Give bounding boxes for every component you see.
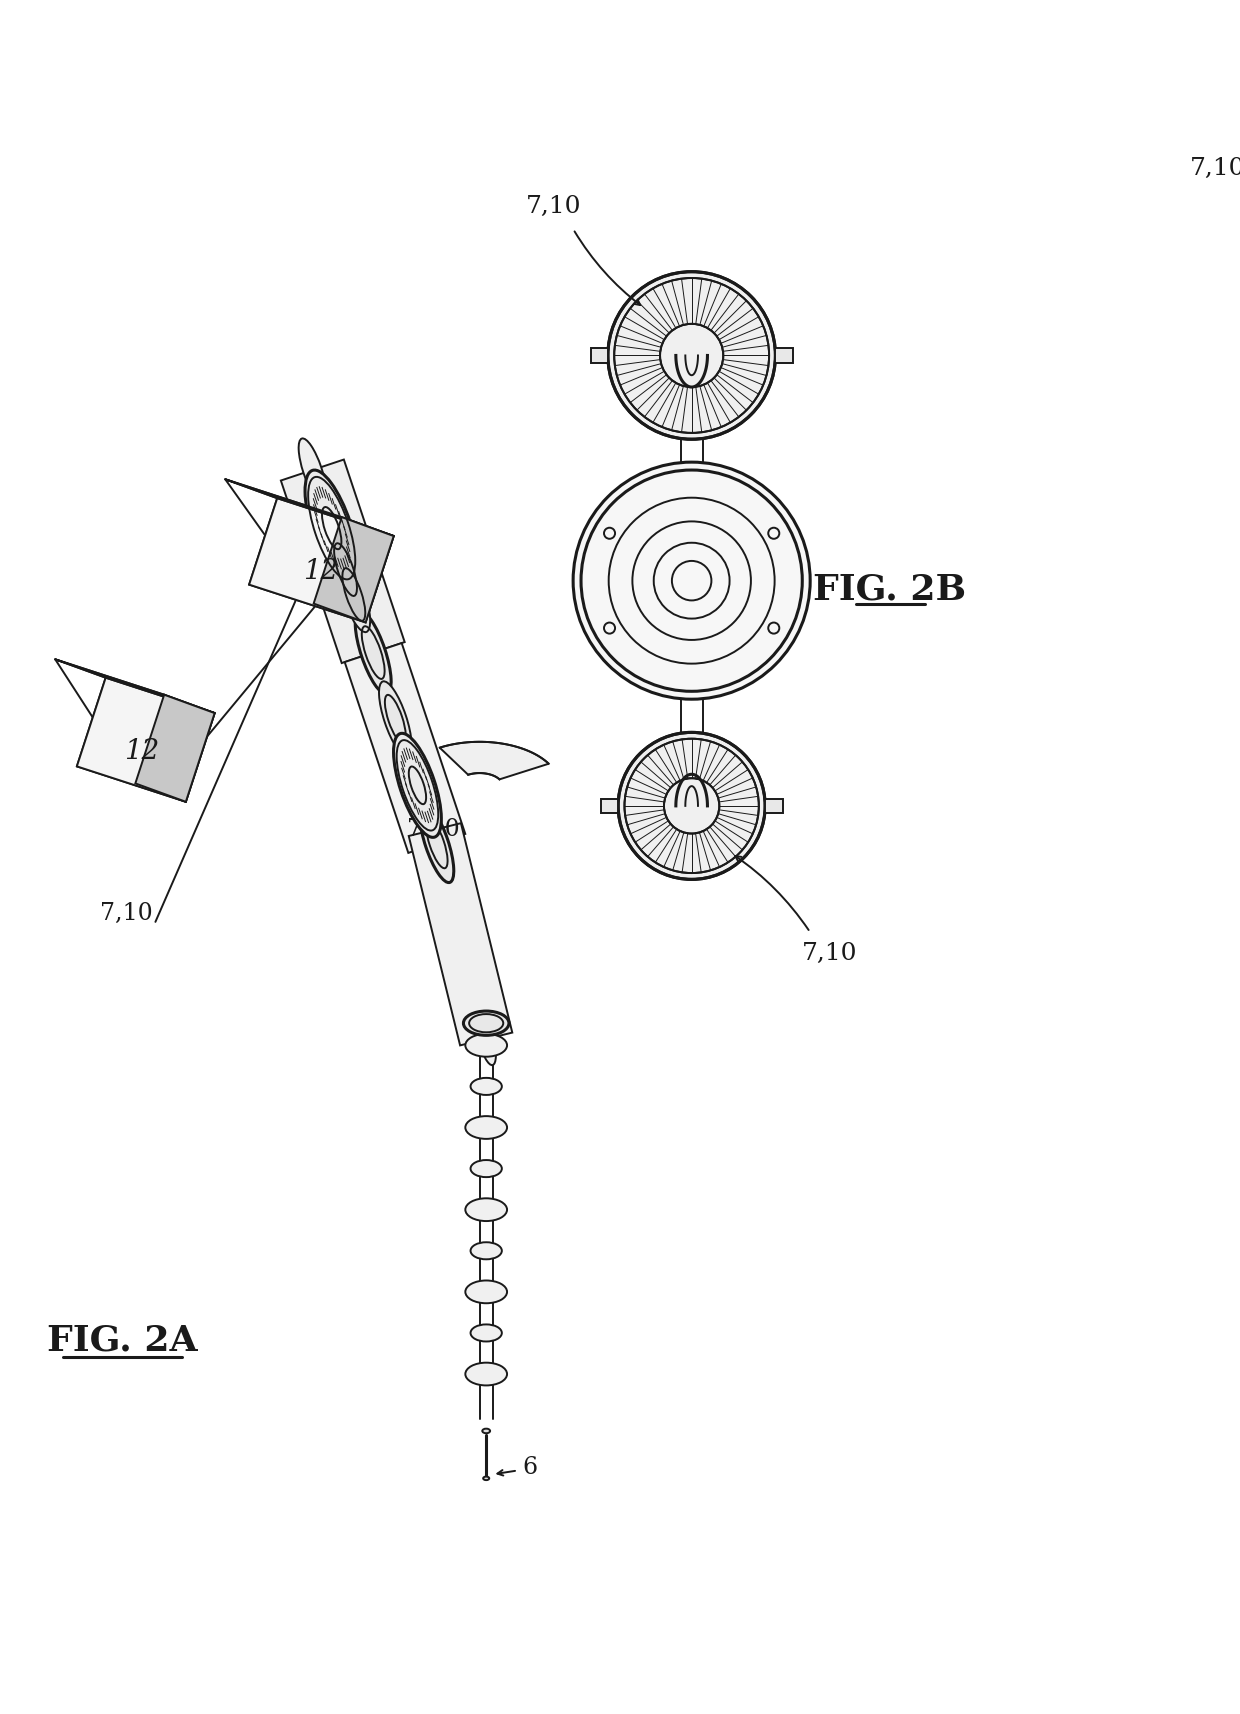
Circle shape [573, 463, 810, 699]
Ellipse shape [465, 1116, 507, 1140]
Ellipse shape [470, 1160, 502, 1178]
Polygon shape [226, 480, 394, 536]
Polygon shape [56, 660, 215, 713]
Text: FIG. 2A: FIG. 2A [47, 1323, 198, 1356]
Ellipse shape [470, 1243, 502, 1260]
Ellipse shape [484, 1477, 490, 1481]
Polygon shape [409, 824, 512, 1046]
Ellipse shape [465, 1198, 507, 1222]
Circle shape [619, 734, 765, 879]
Polygon shape [590, 350, 608, 363]
Ellipse shape [420, 806, 454, 883]
Ellipse shape [465, 1280, 507, 1303]
Text: 6: 6 [522, 1455, 537, 1477]
Ellipse shape [465, 1363, 507, 1385]
Ellipse shape [355, 612, 391, 694]
Circle shape [608, 273, 775, 440]
Text: 7,10: 7,10 [802, 941, 858, 963]
Text: 12: 12 [124, 737, 160, 764]
Ellipse shape [476, 1013, 496, 1066]
Ellipse shape [465, 1034, 507, 1058]
Ellipse shape [361, 624, 386, 682]
Ellipse shape [470, 1078, 502, 1095]
Ellipse shape [424, 816, 449, 872]
Polygon shape [249, 499, 394, 624]
Ellipse shape [482, 1429, 490, 1433]
Ellipse shape [360, 622, 387, 686]
Polygon shape [135, 696, 215, 802]
Ellipse shape [393, 734, 441, 838]
Ellipse shape [470, 1325, 502, 1342]
Text: 7,10: 7,10 [407, 818, 460, 842]
Ellipse shape [305, 471, 358, 586]
Ellipse shape [330, 533, 362, 608]
Polygon shape [600, 799, 619, 814]
Text: 7,10: 7,10 [526, 195, 582, 218]
Polygon shape [765, 799, 782, 814]
Polygon shape [440, 742, 549, 780]
Text: 7,10: 7,10 [100, 902, 153, 924]
Polygon shape [314, 518, 394, 624]
Text: 12: 12 [303, 557, 337, 584]
Ellipse shape [464, 1011, 508, 1035]
Ellipse shape [379, 682, 412, 758]
Ellipse shape [299, 439, 326, 502]
Text: FIG. 2B: FIG. 2B [812, 572, 966, 607]
Polygon shape [77, 679, 215, 802]
Polygon shape [345, 644, 465, 854]
Ellipse shape [337, 557, 371, 632]
Text: 7,10: 7,10 [1189, 156, 1240, 180]
Polygon shape [775, 350, 792, 363]
Polygon shape [281, 461, 404, 663]
Ellipse shape [425, 804, 445, 857]
